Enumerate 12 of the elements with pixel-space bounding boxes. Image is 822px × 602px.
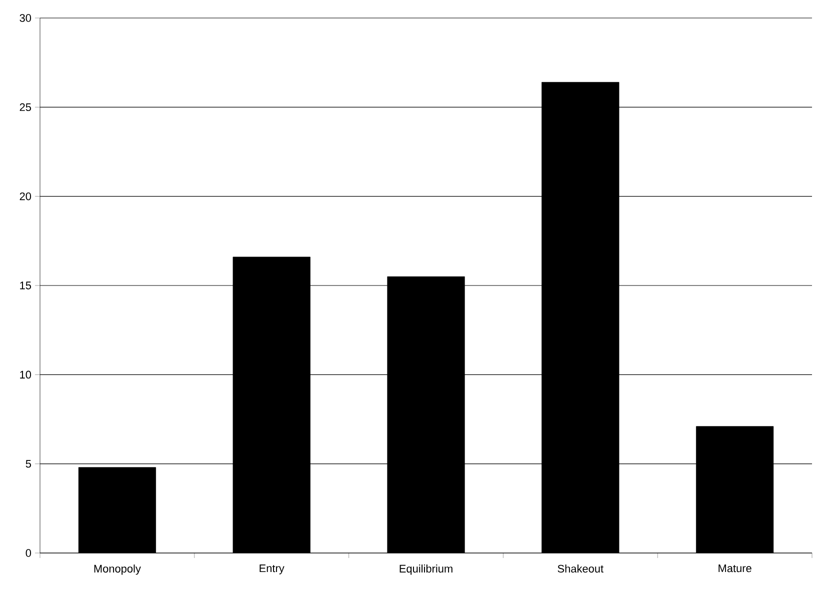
x-tick-label: Equilibrium — [400, 564, 452, 575]
y-tick-label: 15 — [20, 282, 32, 290]
x-tick-label: Monopoly — [94, 564, 141, 575]
y-tick-label: 25 — [20, 103, 32, 112]
y-tick-label: 20 — [20, 192, 32, 200]
y-tick-label: 30 — [20, 14, 32, 22]
x-tick-label: Entry — [260, 564, 284, 574]
y-tick-label: 5 — [26, 460, 32, 468]
x-tick-label: Shakeout — [558, 564, 604, 573]
y-tick-label: 0 — [26, 549, 32, 557]
y-tick-label: 10 — [20, 370, 32, 379]
x-tick-label: Mature — [718, 564, 752, 572]
